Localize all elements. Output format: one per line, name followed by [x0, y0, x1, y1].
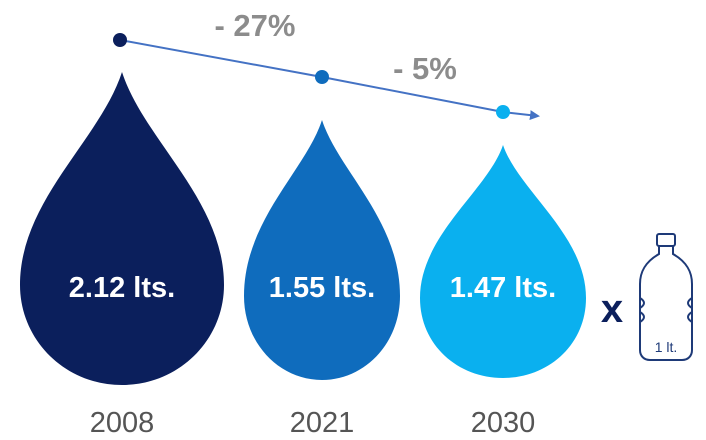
drop-value-label: 1.47 lts. [450, 272, 556, 304]
multiplier-sign: x [601, 287, 623, 331]
water-bottle-icon: 1 lt. [639, 233, 693, 361]
drop-2030: 1.47 lts. [420, 145, 586, 378]
trend-dot [315, 70, 329, 84]
change-2021-2030: - 5% [393, 51, 457, 86]
trend-dot [496, 105, 510, 119]
year-label: 2030 [471, 407, 536, 439]
drop-2008: 2.12 lts. [20, 72, 224, 385]
trend-line [113, 33, 540, 121]
water-drop-icon [20, 72, 224, 385]
bottle-volume-label: 1 lt. [655, 339, 678, 355]
drop-value-label: 1.55 lts. [269, 272, 375, 304]
year-label: 2021 [290, 407, 355, 439]
water-drop-icon [420, 145, 586, 378]
year-label: 2008 [90, 407, 155, 439]
drop-value-label: 2.12 lts. [69, 272, 175, 304]
trend-arrow [119, 39, 540, 121]
water-drop-icon [244, 120, 400, 380]
drop-2021: 1.55 lts. [244, 120, 400, 380]
trend-dot [113, 33, 127, 47]
change-2008-2021: - 27% [215, 8, 296, 43]
